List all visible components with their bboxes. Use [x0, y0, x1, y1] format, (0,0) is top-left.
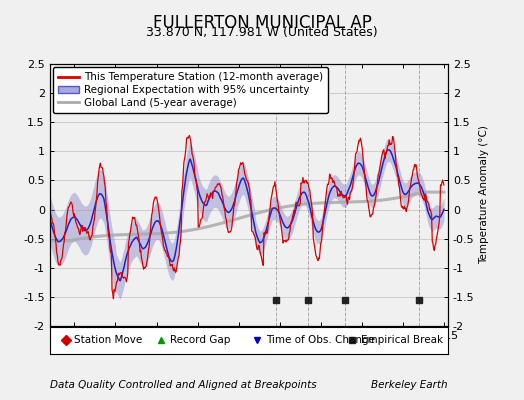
Y-axis label: Temperature Anomaly (°C): Temperature Anomaly (°C)	[478, 126, 489, 264]
Text: Time of Obs. Change: Time of Obs. Change	[266, 335, 375, 345]
Text: Station Move: Station Move	[74, 335, 143, 345]
Text: 33.870 N, 117.981 W (United States): 33.870 N, 117.981 W (United States)	[146, 26, 378, 39]
Text: Data Quality Controlled and Aligned at Breakpoints: Data Quality Controlled and Aligned at B…	[50, 380, 316, 390]
Legend: This Temperature Station (12-month average), Regional Expectation with 95% uncer: This Temperature Station (12-month avera…	[53, 67, 329, 113]
Text: Empirical Break: Empirical Break	[361, 335, 443, 345]
Text: Berkeley Earth: Berkeley Earth	[372, 380, 448, 390]
Text: Record Gap: Record Gap	[170, 335, 231, 345]
Text: FULLERTON MUNICIPAL AP: FULLERTON MUNICIPAL AP	[152, 14, 372, 32]
